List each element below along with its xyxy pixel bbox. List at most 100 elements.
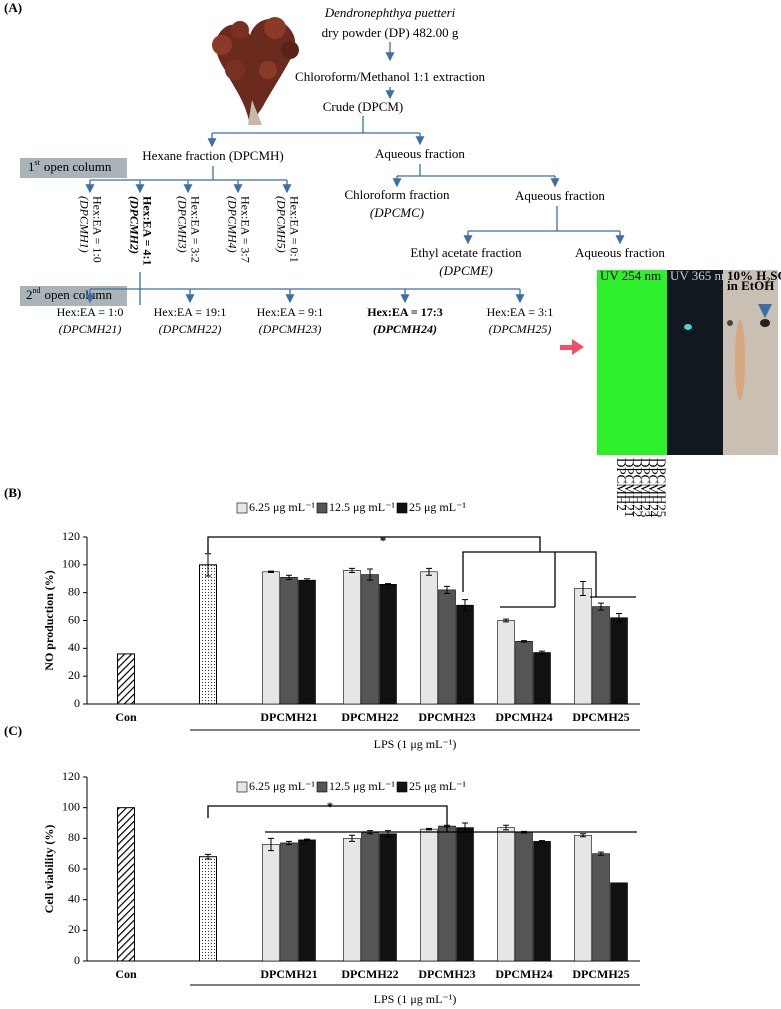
- fraction-code: (DPCMH4): [225, 196, 239, 253]
- y-tick-label: 80: [68, 830, 80, 844]
- coral-image: [212, 17, 299, 126]
- bar: [420, 828, 438, 962]
- fraction-ratio: Hex:EA = 4:1: [140, 196, 154, 266]
- bar: [438, 825, 456, 962]
- error-bar: [205, 853, 211, 860]
- bar: [574, 834, 592, 962]
- connector: [397, 164, 555, 177]
- y-tick-label: 0: [74, 696, 80, 710]
- fraction-ratio: Hex:EA = 3:7: [238, 196, 252, 263]
- error-bar: [304, 578, 310, 583]
- lane-label: DPCMH21: [622, 458, 637, 517]
- bar: [379, 584, 397, 705]
- tlc-label: 10% H₂SO₄: [727, 268, 781, 283]
- bar: [497, 620, 515, 705]
- error-bar: [349, 567, 355, 573]
- error-bar: [521, 640, 527, 643]
- error-bar: [580, 581, 586, 596]
- y-tick-label: 60: [68, 612, 80, 626]
- lane-label: DPCMH23: [638, 458, 653, 517]
- node: Aqueous fraction: [575, 245, 665, 260]
- fraction-code: (DPCMH22): [159, 322, 222, 336]
- bar: [379, 833, 397, 962]
- bar: [298, 839, 316, 962]
- y-axis-label: Cell viability (%): [42, 825, 56, 914]
- panel-label: (C): [4, 723, 22, 738]
- fraction-code: (DPCMH2): [127, 196, 141, 254]
- bar: [262, 844, 280, 962]
- column-box: [20, 158, 127, 178]
- fraction-columns: Hex:EA = 1:0(DPCMH1) Hex:EA = 4:1(DPCMH2)…: [57, 180, 554, 336]
- x-tick-label: DPCMH24: [495, 710, 552, 724]
- y-tick-label: 60: [68, 861, 80, 875]
- tlc-image: [560, 270, 778, 455]
- fraction-ratio: Hex:EA = 3:1: [487, 305, 554, 319]
- error-bar: [286, 574, 292, 580]
- node: Chloroform fraction: [344, 187, 450, 202]
- fraction-code: (DPCMH1): [77, 196, 91, 253]
- error-bar: [205, 553, 211, 577]
- ordinal: 2: [26, 287, 33, 302]
- bar: [610, 617, 628, 705]
- legend-swatch: [236, 781, 248, 793]
- tlc-label: UV 254 nm: [600, 268, 661, 283]
- bar: [515, 831, 533, 962]
- x-tick-label: DPCMH21: [260, 710, 317, 724]
- error-bar: [426, 567, 432, 576]
- error-bar: [286, 840, 292, 845]
- x-tick-label: DPCMH23: [418, 710, 475, 724]
- x-tick-label: DPCMH25: [572, 710, 629, 724]
- legend-swatch: [396, 502, 408, 514]
- x-tick-label: DPCMH22: [341, 710, 398, 724]
- fraction-ratio: Hex:EA = 0:1: [287, 196, 301, 263]
- column-label: 1st open column: [28, 158, 112, 174]
- bar: [361, 574, 379, 705]
- legend-label: 25 μg mL⁻¹: [409, 500, 466, 514]
- significance-bracket: [207, 805, 448, 832]
- bar: [438, 589, 456, 705]
- control-bar: [117, 653, 135, 705]
- node: (DPCMC): [370, 205, 424, 220]
- ordinal-suffix: st: [35, 158, 41, 167]
- legend-label: 6.25 μg mL⁻¹: [249, 779, 315, 793]
- bar: [515, 641, 533, 705]
- panel-label: (A): [4, 0, 22, 15]
- x-tick-label: DPCMH23: [418, 967, 475, 981]
- column-box: [20, 286, 127, 306]
- bar: [361, 831, 379, 962]
- control-bar: [117, 807, 135, 962]
- x-tick-label: DPCMH25: [572, 967, 629, 981]
- y-tick-label: 40: [68, 640, 80, 654]
- y-tick-label: 80: [68, 584, 80, 598]
- bar: [280, 577, 298, 705]
- x-tick-label: Con: [115, 710, 137, 724]
- annotation: *: [327, 799, 334, 814]
- legend-swatch: [236, 502, 248, 514]
- bar: [456, 604, 474, 705]
- y-tick-label: 20: [68, 922, 80, 936]
- connector: [468, 206, 620, 232]
- bar: [533, 841, 551, 962]
- y-tick-label: 20: [68, 668, 80, 682]
- species-name: Dendronephthya puetteri: [324, 5, 456, 20]
- error-bar: [539, 840, 545, 843]
- y-tick-label: 100: [62, 799, 80, 813]
- y-axis-label: NO production (%): [42, 570, 56, 670]
- fraction-ratio: Hex:EA = 9:1: [257, 305, 324, 319]
- fraction-code: (DPCMH21): [59, 322, 122, 336]
- error-bar: [444, 585, 450, 594]
- x-axis-label: LPS (1 μg mL⁻¹): [374, 737, 457, 751]
- column-text: open column: [45, 287, 113, 302]
- bar: [280, 842, 298, 962]
- error-bar: [268, 837, 274, 852]
- tlc-label: UV 365 nm: [670, 268, 731, 283]
- bar: [343, 570, 361, 705]
- legend-label: 12.5 μg mL⁻¹: [329, 779, 395, 793]
- error-bar: [503, 618, 509, 623]
- column-text: open column: [44, 159, 112, 174]
- bar: [592, 853, 610, 962]
- bar: [592, 606, 610, 705]
- fraction-code: (DPCMH24): [373, 322, 437, 336]
